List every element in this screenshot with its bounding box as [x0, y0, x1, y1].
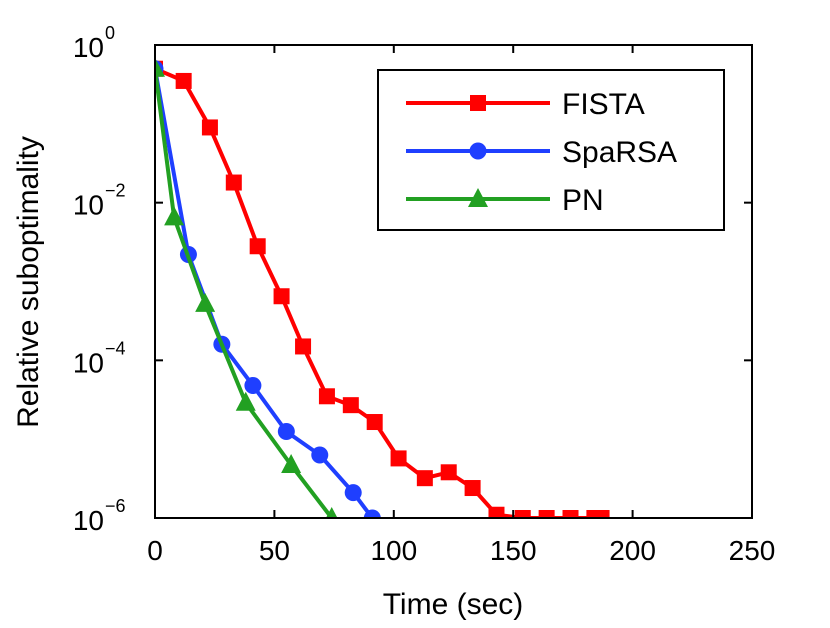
y-tick-exponent: 0 — [105, 23, 115, 43]
y-tick-exponent: −2 — [105, 181, 126, 201]
y-tick-exponent: −6 — [105, 496, 126, 516]
legend: FISTA SpaRSA PN — [377, 69, 725, 231]
x-tick-label: 150 — [490, 535, 537, 566]
data-point-fista — [538, 510, 555, 518]
data-point-fista — [249, 238, 266, 255]
series-line-pn — [155, 68, 334, 518]
x-tick-label: 0 — [147, 535, 163, 566]
legend-marker — [470, 95, 486, 111]
x-tick-label: 200 — [609, 535, 656, 566]
legend-label: SpaRSA — [562, 136, 677, 169]
data-point-fista — [366, 414, 383, 431]
legend-label: FISTA — [562, 88, 645, 121]
x-axis-label: Time (sec) — [383, 588, 524, 621]
data-point-pn — [155, 57, 165, 77]
data-point-fista — [440, 464, 457, 481]
data-point-pn — [281, 454, 302, 474]
y-tick-base: 10 — [73, 347, 104, 378]
legend-entry-fista: FISTA — [406, 88, 645, 121]
legend-label: PN — [562, 184, 604, 217]
series-layer — [155, 57, 610, 518]
y-axis-label: Relative suboptimality — [12, 136, 45, 428]
x-tick-label: 50 — [259, 535, 290, 566]
data-point-fista — [342, 397, 359, 414]
legend-marker — [469, 142, 487, 160]
data-point-sparsa — [311, 446, 329, 464]
data-point-fista — [514, 510, 531, 518]
series-pn — [155, 57, 338, 518]
data-point-fista — [562, 510, 579, 518]
data-point-sparsa — [363, 509, 381, 518]
data-point-fista — [201, 119, 218, 136]
data-point-pn — [325, 507, 338, 518]
data-point-fista — [488, 506, 505, 518]
y-tick-label: 10 −4 — [73, 338, 126, 378]
data-point-fista — [464, 480, 481, 497]
y-tick-base: 10 — [73, 505, 104, 536]
data-point-fista — [225, 174, 242, 191]
y-tick-base: 10 — [73, 32, 104, 63]
y-tick-label: 10 −6 — [73, 496, 126, 536]
data-point-fista — [273, 288, 290, 305]
legend-entry-sparsa: SpaRSA — [406, 136, 677, 169]
data-point-sparsa — [344, 484, 362, 502]
data-point-sparsa — [277, 423, 295, 441]
x-tick-labels: 0 50 100 150 200 250 — [147, 535, 775, 566]
legend-entry-pn: PN — [406, 184, 604, 217]
data-point-fista — [295, 338, 312, 355]
data-point-sparsa — [244, 376, 262, 394]
y-tick-base: 10 — [73, 190, 104, 221]
series-line-fista — [155, 66, 602, 518]
x-tick-label: 250 — [729, 535, 776, 566]
series-fista — [155, 60, 610, 518]
y-tick-exponent: −4 — [105, 338, 126, 358]
data-point-pn — [195, 292, 216, 312]
y-tick-label: 10 −2 — [73, 181, 126, 221]
data-point-pn — [164, 206, 185, 226]
data-point-fista — [416, 470, 433, 487]
legend-entries: FISTA SpaRSA PN — [406, 88, 677, 217]
data-point-fista — [175, 72, 192, 89]
y-tick-label: 10 0 — [73, 23, 115, 63]
legend-marker — [468, 188, 488, 207]
plot-frame — [154, 44, 753, 519]
data-point-pn — [235, 391, 256, 411]
data-point-fista — [318, 388, 335, 405]
data-point-fista — [593, 510, 610, 518]
data-point-fista — [390, 450, 407, 467]
x-tick-label: 100 — [370, 535, 417, 566]
